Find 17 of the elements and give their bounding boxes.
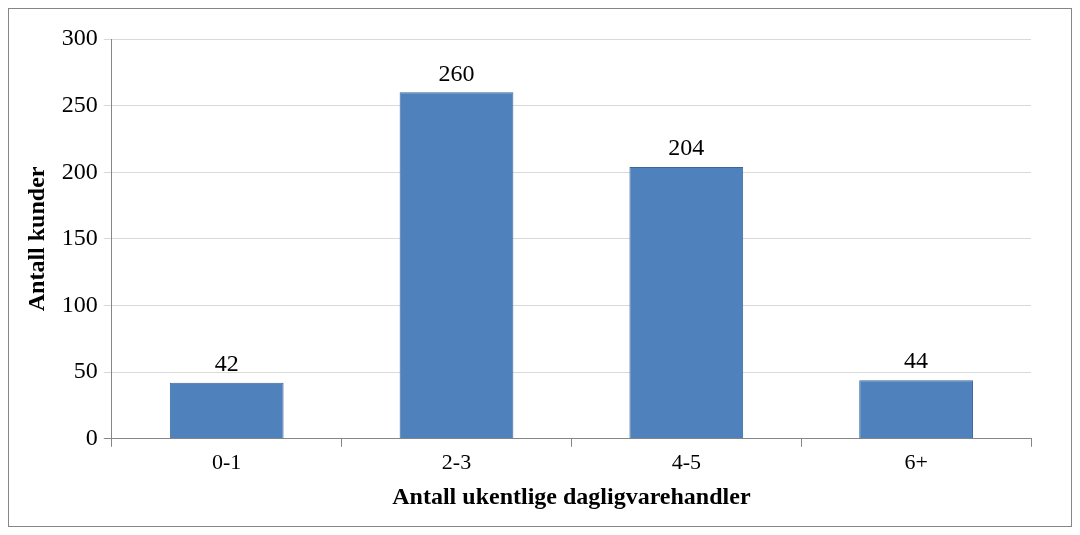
y-tick-label: 200: [61, 157, 98, 184]
y-tick-label: 300: [61, 24, 98, 51]
x-tick-label: 2-3: [441, 448, 472, 474]
data-label: 42: [214, 350, 239, 377]
x-tick-label: 4-5: [671, 448, 701, 474]
x-tick-label: 6+: [904, 448, 928, 474]
y-tick-label: 50: [73, 357, 98, 384]
x-tick-label: 0-1: [212, 448, 242, 474]
y-axis-title: Antall kunder: [22, 166, 49, 312]
y-tick-label: 150: [61, 224, 98, 251]
y-tick-label: 100: [61, 290, 98, 317]
data-label: 44: [904, 347, 929, 374]
data-label: 260: [438, 59, 475, 86]
y-tick-label: 0: [85, 424, 98, 451]
x-axis-title: Antall ukentlige dagligvarehandler: [392, 482, 751, 509]
y-tick-label: 250: [61, 90, 98, 117]
data-label: 204: [668, 134, 705, 161]
